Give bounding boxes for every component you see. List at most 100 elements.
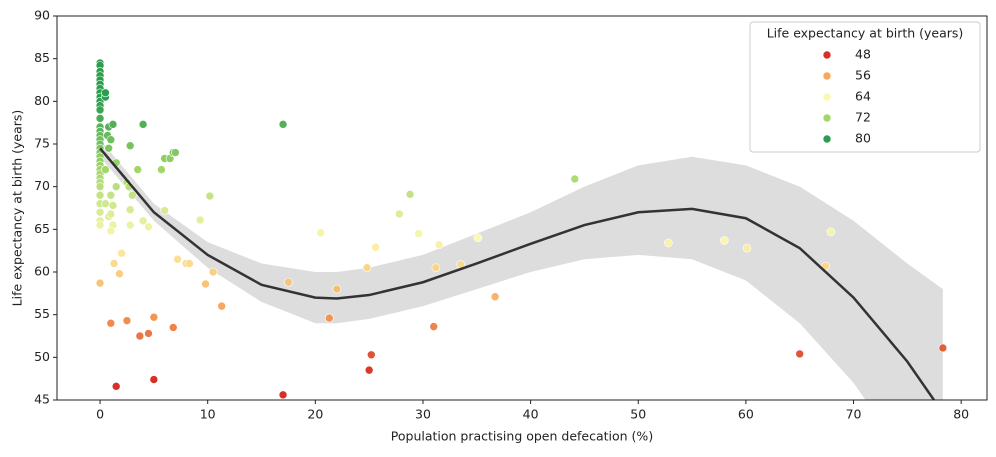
x-axis-label: Population practising open defecation (%… bbox=[391, 429, 653, 444]
point bbox=[125, 205, 135, 215]
point bbox=[367, 350, 376, 360]
point bbox=[195, 215, 205, 225]
point bbox=[434, 240, 444, 249]
point bbox=[490, 292, 500, 302]
legend-marker bbox=[822, 71, 832, 81]
point bbox=[795, 349, 805, 359]
point bbox=[149, 375, 159, 384]
point bbox=[106, 190, 116, 200]
point bbox=[405, 190, 415, 199]
point bbox=[95, 114, 105, 123]
point bbox=[938, 343, 948, 353]
point bbox=[115, 269, 124, 279]
legend-marker bbox=[822, 134, 832, 144]
point bbox=[122, 316, 132, 325]
point bbox=[128, 190, 137, 200]
legend-box bbox=[749, 21, 981, 153]
y-tick-label: 50 bbox=[34, 349, 50, 364]
point bbox=[144, 222, 153, 232]
y-tick-label: 65 bbox=[34, 221, 50, 236]
point bbox=[821, 261, 830, 271]
point bbox=[160, 206, 169, 215]
point bbox=[111, 382, 121, 391]
point bbox=[570, 174, 580, 184]
point bbox=[742, 243, 752, 253]
y-tick-label: 75 bbox=[34, 136, 50, 151]
point bbox=[157, 165, 166, 174]
point bbox=[171, 148, 180, 157]
x-tick-label: 30 bbox=[415, 407, 431, 422]
point bbox=[173, 254, 182, 264]
point bbox=[95, 105, 105, 115]
y-tick-label: 60 bbox=[34, 264, 50, 279]
point bbox=[364, 365, 374, 375]
point bbox=[414, 229, 423, 238]
y-tick-label: 80 bbox=[34, 93, 50, 108]
legend-label: 80 bbox=[855, 131, 871, 146]
x-tick-label: 60 bbox=[738, 407, 754, 422]
x-tick-label: 40 bbox=[523, 407, 539, 422]
y-tick-label: 45 bbox=[34, 392, 50, 407]
x-tick-label: 10 bbox=[200, 407, 216, 422]
point bbox=[133, 165, 143, 174]
legend-label: 48 bbox=[855, 47, 871, 62]
point bbox=[101, 88, 110, 98]
point bbox=[125, 141, 135, 151]
point bbox=[664, 238, 673, 248]
point bbox=[362, 263, 372, 273]
point bbox=[185, 259, 194, 268]
fit-line bbox=[99, 147, 936, 400]
point bbox=[125, 220, 135, 230]
point bbox=[95, 220, 105, 230]
point bbox=[431, 263, 441, 273]
y-tick-label: 55 bbox=[34, 306, 50, 321]
legend-marker bbox=[822, 92, 832, 102]
point bbox=[473, 233, 483, 243]
y-axis-label: Life expectancy at birth (years) bbox=[10, 110, 25, 307]
point bbox=[332, 284, 342, 294]
point bbox=[95, 182, 105, 191]
point bbox=[826, 227, 836, 237]
legend-label: 56 bbox=[855, 68, 871, 83]
axes-frame bbox=[56, 15, 988, 401]
point bbox=[720, 236, 729, 245]
legend-marker bbox=[822, 113, 832, 123]
point bbox=[168, 323, 178, 332]
legend-label: 72 bbox=[855, 110, 871, 125]
point bbox=[144, 329, 153, 338]
point bbox=[109, 259, 119, 268]
x-tick-label: 20 bbox=[307, 407, 323, 422]
point bbox=[106, 226, 116, 236]
point bbox=[201, 279, 210, 289]
point bbox=[138, 216, 148, 226]
x-tick-label: 50 bbox=[630, 407, 646, 422]
point bbox=[138, 120, 148, 129]
point bbox=[117, 248, 126, 258]
point bbox=[371, 242, 380, 252]
point bbox=[106, 318, 116, 328]
x-tick-label: 0 bbox=[96, 407, 104, 422]
point bbox=[284, 277, 293, 287]
x-tick-label: 70 bbox=[846, 407, 862, 422]
point bbox=[101, 199, 110, 209]
legend-label: 64 bbox=[855, 89, 871, 104]
point bbox=[95, 207, 105, 217]
point bbox=[394, 209, 404, 219]
point bbox=[217, 301, 226, 311]
plot-area bbox=[95, 58, 948, 400]
point bbox=[95, 278, 105, 288]
point bbox=[135, 331, 145, 341]
point bbox=[111, 182, 121, 191]
y-tick-label: 85 bbox=[34, 50, 50, 65]
point bbox=[325, 313, 334, 323]
point bbox=[95, 190, 105, 200]
confidence-band bbox=[100, 139, 943, 400]
point bbox=[101, 165, 110, 174]
point bbox=[316, 228, 326, 238]
x-tick-label: 80 bbox=[953, 407, 969, 422]
legend-title: Life expectancy at birth (years) bbox=[767, 26, 964, 41]
point bbox=[108, 201, 118, 210]
point bbox=[149, 312, 159, 322]
point bbox=[208, 267, 218, 277]
